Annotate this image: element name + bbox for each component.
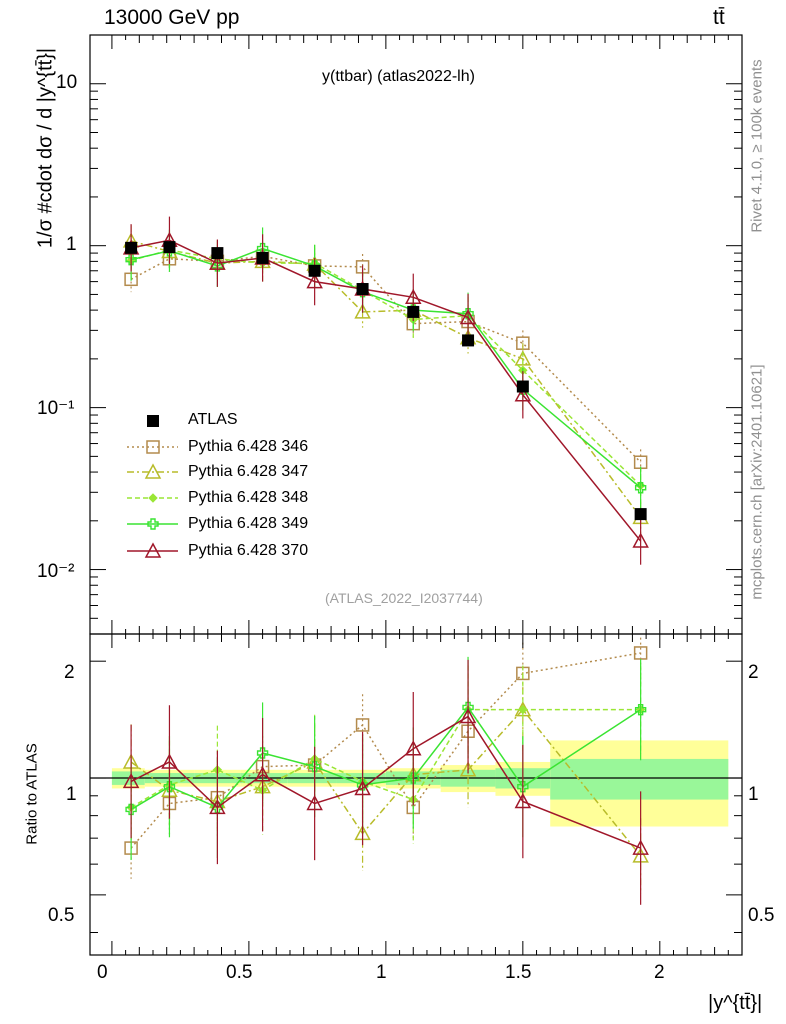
data-point bbox=[211, 247, 224, 260]
process-label: tt̄ bbox=[713, 6, 725, 29]
x-tick-label: 0 bbox=[97, 962, 108, 983]
y-tick-label: 10 bbox=[56, 72, 78, 93]
series-ratio-point bbox=[517, 780, 529, 793]
legend-marker bbox=[146, 440, 160, 454]
series-line bbox=[130, 239, 642, 542]
x-tick-label: 0.5 bbox=[226, 962, 253, 983]
y-tick-label: 10⁻² bbox=[37, 561, 75, 582]
series-point bbox=[125, 253, 137, 266]
legend-marker bbox=[144, 542, 162, 558]
x-tick-label: 1 bbox=[376, 962, 387, 983]
ratio-tick-label: 0.5 bbox=[48, 905, 75, 926]
x-axis-label: |y^{tt̄}| bbox=[708, 992, 763, 1014]
ratio-tick-label: 0.5 bbox=[748, 905, 775, 926]
ratio-tick-label: 1 bbox=[66, 784, 77, 805]
data-point bbox=[356, 283, 369, 296]
series-ratio-point bbox=[459, 761, 477, 777]
reference-layer bbox=[125, 241, 647, 521]
legend-label-348: Pythia 6.428 348 bbox=[188, 489, 309, 506]
data-point bbox=[516, 380, 529, 393]
series-point bbox=[209, 254, 226, 270]
series-line bbox=[130, 249, 642, 487]
legend bbox=[127, 415, 178, 558]
energy-label: 13000 GeV pp bbox=[104, 6, 240, 29]
frame-layer bbox=[89, 34, 743, 956]
y-axis-label: 1/σ #cdot dσ / d |y^{tt̄}| bbox=[34, 47, 57, 249]
series-ratio-point bbox=[306, 794, 323, 811]
legend-label-346: Pythia 6.428 346 bbox=[188, 438, 309, 455]
legend-label-349: Pythia 6.428 349 bbox=[188, 515, 309, 532]
series-ratio-line bbox=[130, 708, 642, 857]
ratio-tick-label: 2 bbox=[64, 662, 75, 683]
series-ratio-point bbox=[122, 772, 140, 789]
series-ratio-line bbox=[130, 652, 641, 849]
series-ratio-point bbox=[254, 766, 271, 782]
series-point bbox=[634, 482, 647, 494]
analysis-id: (ATLAS_2022_I2037744) bbox=[325, 590, 483, 606]
x-tick-label: 2 bbox=[654, 962, 665, 983]
ratio-band-stat bbox=[550, 758, 729, 800]
series-ratio-point bbox=[405, 740, 422, 756]
series-line bbox=[130, 255, 642, 463]
series-ratio-point bbox=[356, 779, 369, 791]
legend-marker bbox=[144, 463, 162, 479]
series-ratio-point bbox=[514, 792, 532, 809]
series-ratio-line bbox=[130, 706, 642, 811]
series-line bbox=[130, 240, 642, 518]
series-group bbox=[122, 216, 649, 905]
data-point bbox=[125, 241, 138, 254]
series-ratio-point bbox=[308, 760, 321, 773]
series-ratio-point bbox=[518, 704, 528, 715]
legend-label-atlas: ATLAS bbox=[188, 411, 238, 428]
ratio-frame bbox=[89, 633, 743, 956]
series-ratio-point bbox=[163, 780, 176, 793]
series-point bbox=[632, 532, 649, 548]
ratio-tick-label: 2 bbox=[748, 662, 759, 683]
series-ratio-point bbox=[634, 703, 647, 716]
series-ratio-point bbox=[354, 779, 371, 796]
series-ratio-point bbox=[125, 803, 137, 816]
data-point bbox=[308, 264, 321, 277]
data-point bbox=[256, 251, 269, 264]
series-ratio-point bbox=[209, 798, 226, 815]
data-point bbox=[163, 241, 176, 254]
series-point bbox=[514, 350, 532, 366]
series-ratio-point bbox=[161, 753, 178, 769]
series-ratio-line bbox=[130, 715, 641, 849]
series-point bbox=[462, 308, 474, 320]
series-point bbox=[459, 308, 477, 325]
data-point bbox=[462, 334, 475, 347]
legend-marker bbox=[148, 493, 158, 503]
series-point bbox=[306, 273, 323, 289]
y-tick-label: 10⁻¹ bbox=[37, 398, 75, 419]
legend-label-347: Pythia 6.428 347 bbox=[188, 463, 309, 480]
data-point bbox=[634, 508, 647, 521]
mcplots-label: mcplots.cern.ch [arXiv:2401.10621] bbox=[748, 364, 766, 600]
series-ratio-point bbox=[633, 646, 648, 660]
ratio-tick-label: 1 bbox=[748, 784, 759, 805]
series-ratio-point bbox=[459, 707, 477, 724]
x-tick-label: 1.5 bbox=[505, 962, 532, 983]
series-ratio-point bbox=[256, 747, 269, 759]
series-ratio-point bbox=[355, 718, 370, 732]
series-point bbox=[514, 386, 532, 402]
ratio-y-axis-label: Ratio to ATLAS bbox=[23, 743, 41, 845]
legend-label-370: Pythia 6.428 370 bbox=[188, 542, 309, 559]
legend-marker bbox=[147, 518, 159, 530]
y-tick-label: 1 bbox=[66, 234, 77, 255]
series-point bbox=[405, 288, 422, 305]
data-point bbox=[407, 305, 420, 318]
series-point bbox=[354, 303, 371, 319]
rivet-label: Rivet 4.1.0, ≥ 100k events bbox=[748, 59, 766, 233]
legend-marker-atlas bbox=[147, 415, 159, 427]
series-ratio-point bbox=[407, 772, 419, 784]
chart-title: y(ttbar) (atlas2022-lh) bbox=[322, 68, 475, 85]
series-line bbox=[130, 247, 642, 489]
series-ratio-point bbox=[632, 839, 649, 855]
series-ratio-line bbox=[130, 708, 641, 809]
